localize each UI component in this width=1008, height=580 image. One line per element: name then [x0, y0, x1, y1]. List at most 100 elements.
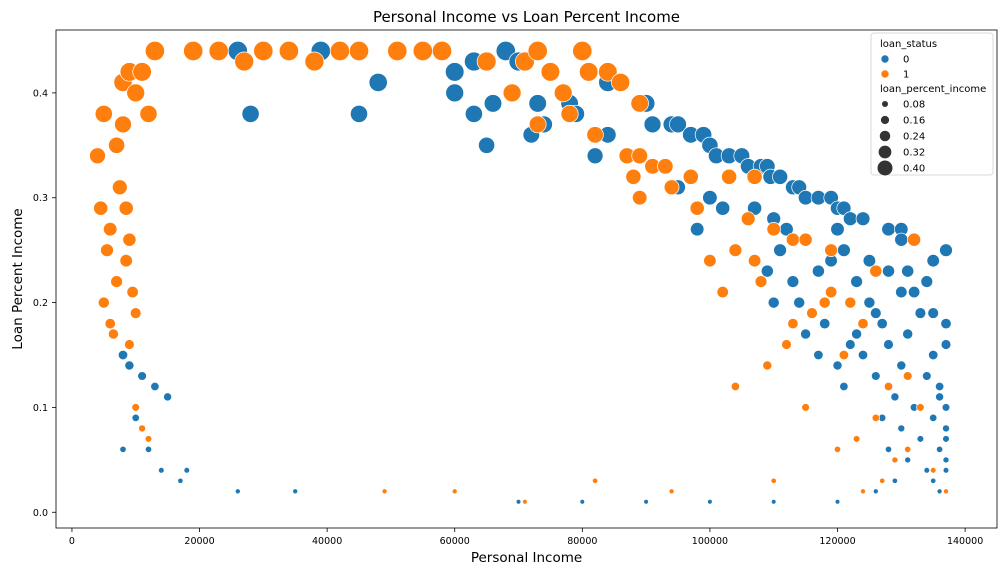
data-point-status-0 — [579, 499, 586, 505]
legend-size-label: 0.40 — [903, 164, 925, 175]
y-tick-label: 0.4 — [33, 88, 48, 99]
data-point-status-0 — [940, 317, 952, 330]
data-point-status-0 — [117, 349, 129, 361]
data-point-status-0 — [124, 360, 135, 371]
legend-hue-marker — [880, 54, 890, 64]
data-point-status-1 — [824, 285, 838, 299]
data-point-status-1 — [124, 339, 135, 350]
data-point-status-1 — [630, 94, 649, 113]
data-point-status-0 — [793, 296, 806, 309]
data-point-status-1 — [785, 232, 800, 247]
x-tick-label: 140000 — [947, 536, 983, 547]
data-point-status-0 — [144, 445, 153, 453]
data-point-status-1 — [234, 51, 255, 72]
data-point-status-0 — [884, 445, 893, 453]
legend-hue-marker — [880, 69, 890, 79]
y-axis: 0.0 0.1 0.2 0.3 0.4 — [33, 88, 56, 519]
data-point-status-1 — [387, 40, 408, 62]
data-point-status-0 — [586, 147, 604, 165]
y-tick-label: 0.3 — [33, 193, 48, 204]
data-point-status-1 — [592, 477, 599, 484]
data-point-status-1 — [253, 40, 274, 62]
data-point-status-1 — [801, 403, 810, 412]
data-point-status-1 — [97, 296, 110, 309]
data-point-status-1 — [716, 285, 729, 299]
data-point-status-1 — [770, 477, 777, 484]
data-point-status-1 — [126, 83, 146, 103]
data-point-status-0 — [920, 275, 934, 288]
data-point-status-1 — [522, 499, 528, 505]
data-point-status-1 — [907, 232, 922, 247]
legend-size-marker — [880, 115, 890, 125]
data-point-status-1 — [625, 168, 642, 185]
data-point-status-1 — [869, 264, 883, 278]
data-point-status-1 — [144, 435, 153, 443]
data-point-status-1 — [560, 104, 579, 123]
data-point-status-0 — [839, 381, 849, 392]
data-point-status-1 — [943, 488, 949, 495]
data-point-status-0 — [883, 339, 894, 350]
data-point-status-1 — [278, 40, 299, 62]
data-point-status-0 — [368, 72, 388, 92]
data-point-status-0 — [942, 467, 950, 474]
data-point-status-0 — [882, 264, 895, 278]
data-point-status-0 — [890, 392, 900, 402]
data-point-status-0 — [137, 371, 147, 381]
legend: loan_status loan_percent_income 0 1 0.08 0.… — [870, 32, 994, 177]
data-point-status-0 — [834, 499, 841, 505]
data-point-status-0 — [941, 403, 951, 412]
data-point-status-0 — [515, 499, 522, 505]
data-point-status-1 — [747, 254, 762, 268]
data-point-status-1 — [730, 381, 740, 392]
data-point-status-0 — [478, 136, 496, 154]
data-point-status-0 — [837, 243, 851, 257]
data-point-status-0 — [241, 104, 260, 123]
data-point-status-1 — [579, 62, 599, 82]
data-point-status-0 — [940, 339, 952, 350]
data-point-status-1 — [891, 456, 899, 464]
data-point-status-0 — [929, 413, 938, 422]
data-point-status-0 — [857, 349, 869, 361]
y-tick-label: 0.1 — [33, 403, 48, 414]
data-point-status-0 — [770, 499, 777, 505]
data-point-status-1 — [131, 403, 140, 412]
data-point-status-1 — [119, 254, 133, 268]
points-layer — [89, 40, 953, 505]
data-point-status-1 — [132, 62, 152, 82]
data-point-status-1 — [126, 285, 139, 299]
data-point-status-0 — [234, 488, 241, 495]
data-point-status-1 — [528, 115, 547, 134]
data-point-status-1 — [527, 40, 548, 62]
data-point-status-0 — [939, 243, 953, 257]
data-point-status-1 — [904, 445, 912, 453]
data-point-status-1 — [689, 200, 705, 216]
data-point-status-0 — [850, 275, 863, 288]
data-point-status-1 — [762, 360, 773, 371]
legend-size-marker — [879, 130, 891, 142]
x-tick-label: 60000 — [440, 536, 470, 547]
data-point-status-0 — [855, 211, 871, 227]
legend-size-label: 0.16 — [903, 116, 925, 127]
data-point-status-0 — [928, 349, 939, 361]
data-point-status-1 — [740, 211, 756, 227]
data-point-status-0 — [772, 168, 789, 185]
data-point-status-1 — [138, 424, 147, 433]
data-point-status-0 — [851, 328, 863, 340]
data-point-status-0 — [896, 360, 907, 371]
data-point-status-1 — [94, 104, 113, 123]
data-point-status-1 — [476, 51, 497, 72]
data-point-status-1 — [818, 296, 831, 309]
x-tick-label: 20000 — [184, 536, 214, 547]
data-point-status-1 — [139, 104, 158, 123]
data-point-status-0 — [131, 413, 140, 422]
legend-size-label: 0.32 — [903, 148, 925, 159]
data-point-status-1 — [104, 317, 116, 330]
data-point-status-1 — [746, 168, 763, 185]
data-point-status-1 — [833, 445, 842, 453]
data-point-status-0 — [832, 360, 843, 371]
data-point-status-0 — [926, 254, 940, 268]
data-point-status-0 — [773, 243, 787, 257]
data-point-status-0 — [150, 381, 160, 392]
x-tick-label: 80000 — [567, 536, 597, 547]
